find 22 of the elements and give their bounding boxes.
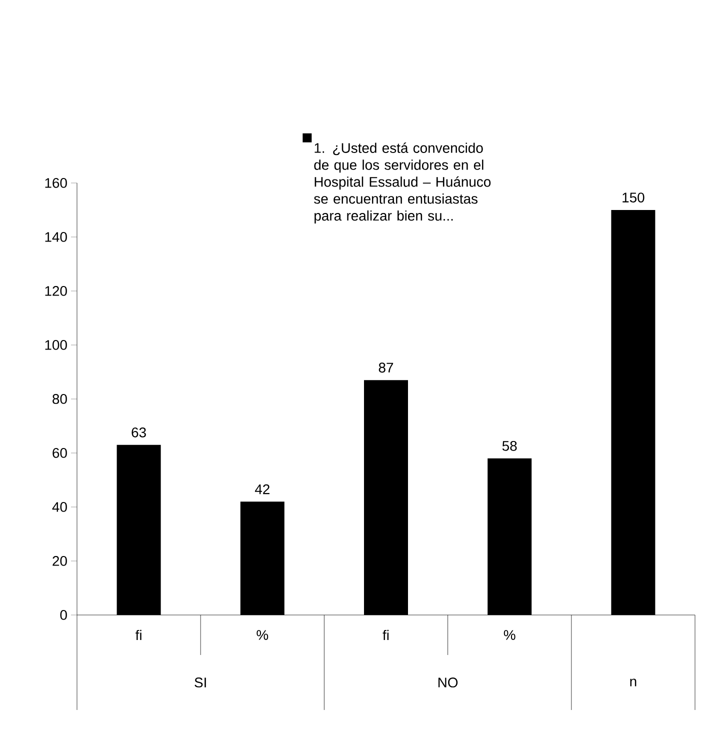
y-tick-label: 0 [60, 610, 67, 620]
data-label: 58 [502, 440, 517, 451]
y-tick-label: 60 [52, 448, 67, 458]
y-tick-label: 120 [45, 286, 67, 296]
x-tick-label: fi [382, 630, 389, 640]
x-tick-label: fi [136, 630, 142, 640]
text: NO [438, 678, 458, 688]
data-label: 42 [254, 484, 270, 494]
y-tick-label: 160 [45, 178, 67, 188]
y-tick-label: 40 [52, 502, 67, 512]
y-tick-label: 100 [45, 340, 67, 350]
x-tick-label: % [256, 630, 268, 640]
text: n [630, 678, 636, 686]
y-tick-label: 20 [52, 556, 67, 566]
legend-label: 1. ¿Usted está convencido de que los servidores en el Hospital Essalud – Huánuco se encuentran entusiastas para realizar bien su... [314, 142, 491, 224]
y-tick-label: 140 [45, 232, 67, 242]
x-tick-label: % [504, 630, 516, 640]
y-tick-label: 80 [52, 394, 67, 404]
data-label: 87 [378, 362, 394, 373]
data-label: 63 [132, 427, 146, 438]
data-label: 150 [622, 192, 644, 202]
text: SI [194, 678, 206, 688]
